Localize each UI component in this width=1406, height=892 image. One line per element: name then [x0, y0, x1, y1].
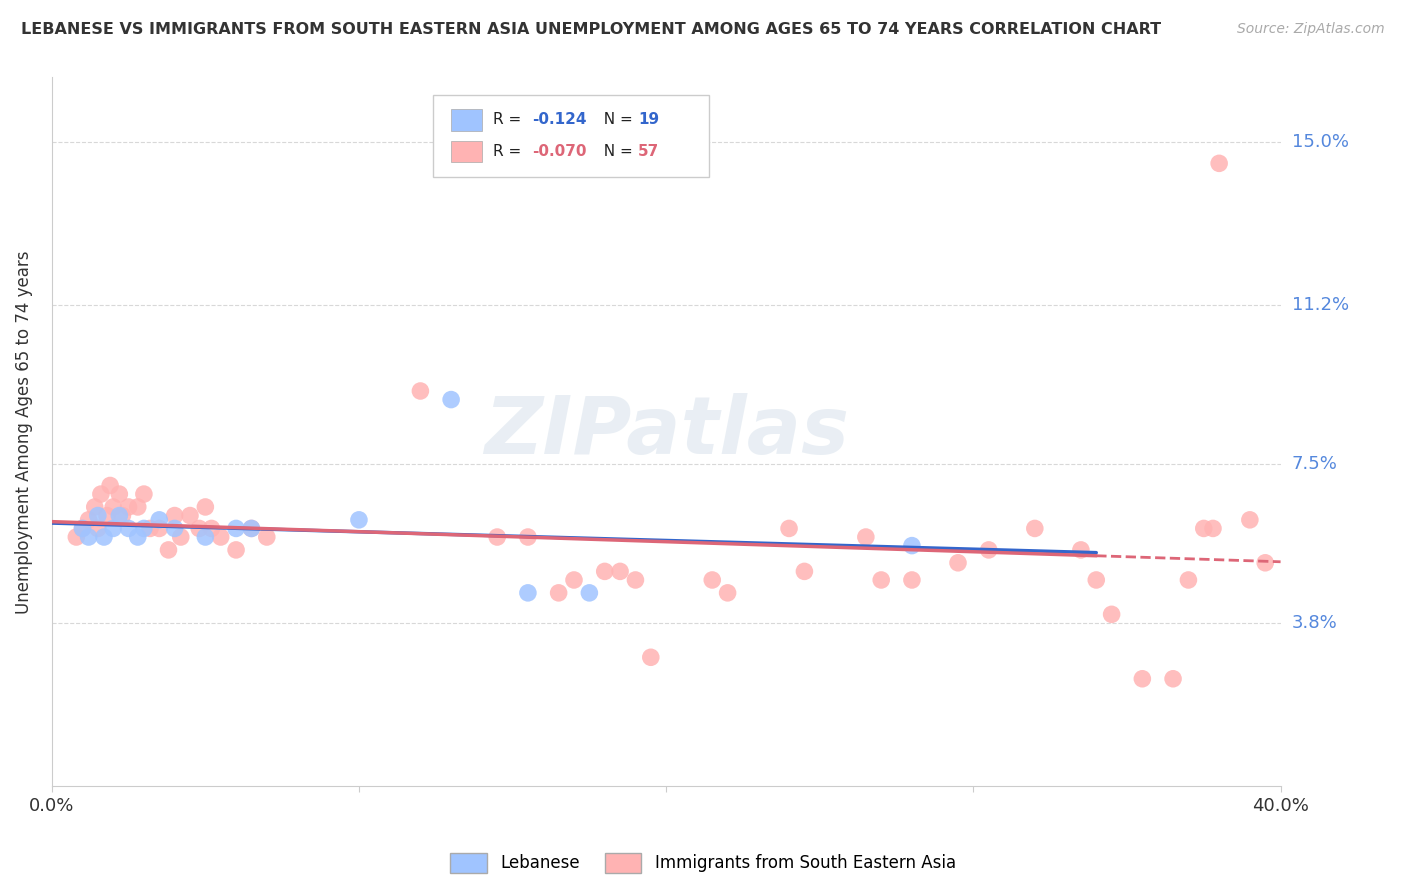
Point [139, 521, 162, 535]
Point [516, 530, 538, 544]
Text: N =: N = [593, 144, 637, 159]
Point [240, 521, 263, 535]
Point [90, 487, 112, 501]
Point [194, 500, 217, 514]
Point [409, 384, 432, 398]
Text: 15.0%: 15.0% [1292, 133, 1348, 151]
Point [562, 573, 585, 587]
Text: 7.5%: 7.5% [1292, 455, 1337, 473]
Point [148, 521, 170, 535]
Point [93, 530, 115, 544]
Text: N =: N = [593, 112, 637, 127]
FancyBboxPatch shape [451, 110, 482, 130]
Point [163, 508, 186, 523]
Point [1161, 672, 1184, 686]
Point [83, 500, 105, 514]
Point [72, 521, 94, 535]
Point [1208, 156, 1230, 170]
Text: 19: 19 [638, 112, 659, 127]
Point [516, 586, 538, 600]
Point [778, 521, 800, 535]
Text: Source: ZipAtlas.com: Source: ZipAtlas.com [1237, 22, 1385, 37]
Point [946, 556, 969, 570]
Text: R =: R = [494, 112, 526, 127]
Point [440, 392, 463, 407]
Point [901, 539, 924, 553]
Point [578, 586, 600, 600]
Point [977, 542, 1000, 557]
Text: R =: R = [494, 144, 526, 159]
Point [1239, 513, 1261, 527]
Point [1024, 521, 1046, 535]
Point [1202, 521, 1225, 535]
Point [717, 586, 740, 600]
Point [901, 573, 924, 587]
Point [170, 530, 193, 544]
Point [188, 521, 211, 535]
Point [486, 530, 509, 544]
Y-axis label: Unemployment Among Ages 65 to 74 years: Unemployment Among Ages 65 to 74 years [15, 250, 32, 614]
Text: 11.2%: 11.2% [1292, 296, 1348, 314]
Point [111, 508, 134, 523]
Point [148, 513, 170, 527]
Point [163, 521, 186, 535]
Legend: Lebanese, Immigrants from South Eastern Asia: Lebanese, Immigrants from South Eastern … [443, 847, 963, 880]
Point [77, 513, 100, 527]
Point [640, 650, 662, 665]
Point [108, 487, 131, 501]
FancyBboxPatch shape [433, 95, 709, 177]
Point [127, 500, 149, 514]
Point [1070, 542, 1092, 557]
Point [127, 530, 149, 544]
Point [194, 530, 217, 544]
Point [624, 573, 647, 587]
Point [870, 573, 893, 587]
Point [98, 478, 121, 492]
Point [200, 521, 222, 535]
Point [855, 530, 877, 544]
Point [609, 565, 631, 579]
Point [793, 565, 815, 579]
Text: 57: 57 [638, 144, 659, 159]
Point [132, 487, 155, 501]
Point [132, 521, 155, 535]
Point [256, 530, 278, 544]
Text: LEBANESE VS IMMIGRANTS FROM SOUTH EASTERN ASIA UNEMPLOYMENT AMONG AGES 65 TO 74 : LEBANESE VS IMMIGRANTS FROM SOUTH EASTER… [21, 22, 1161, 37]
Point [72, 521, 94, 535]
Point [1177, 573, 1199, 587]
Point [547, 586, 569, 600]
Point [225, 521, 247, 535]
Text: 3.8%: 3.8% [1292, 614, 1337, 632]
Text: -0.124: -0.124 [533, 112, 586, 127]
Point [87, 521, 110, 535]
Point [103, 500, 125, 514]
Point [179, 508, 201, 523]
Text: -0.070: -0.070 [533, 144, 586, 159]
Point [593, 565, 616, 579]
FancyBboxPatch shape [451, 141, 482, 162]
Point [103, 521, 125, 535]
Point [117, 521, 139, 535]
Point [1101, 607, 1123, 622]
Point [702, 573, 724, 587]
Point [117, 500, 139, 514]
Point [1254, 556, 1277, 570]
Point [209, 530, 232, 544]
Point [240, 521, 263, 535]
Point [1192, 521, 1215, 535]
Point [108, 508, 131, 523]
Text: ZIPatlas: ZIPatlas [484, 392, 849, 471]
Point [65, 530, 87, 544]
Point [87, 508, 110, 523]
Point [157, 542, 180, 557]
Point [77, 530, 100, 544]
Point [1085, 573, 1108, 587]
Point [96, 508, 118, 523]
Point [225, 542, 247, 557]
Point [347, 513, 370, 527]
Point [1130, 672, 1153, 686]
